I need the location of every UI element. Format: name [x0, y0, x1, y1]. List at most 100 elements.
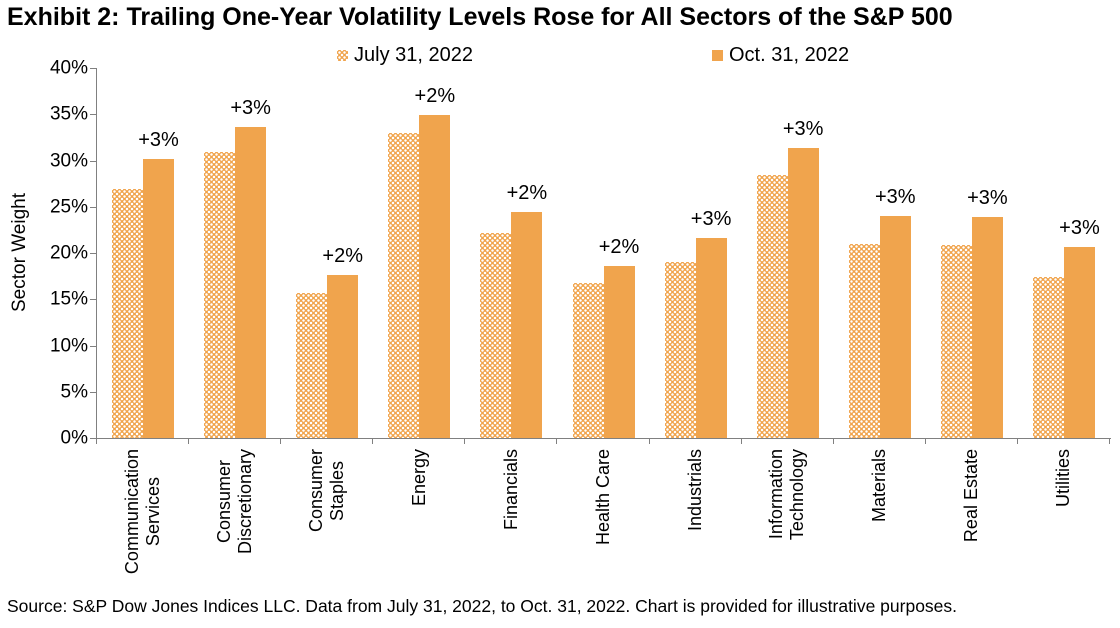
y-axis-line	[96, 68, 97, 439]
x-label-line: Communication	[121, 449, 142, 575]
y-tick-mark	[90, 391, 96, 393]
y-tick-label: 35%	[49, 103, 88, 125]
change-label-energy: +2%	[414, 85, 456, 108]
change-label-materials: +3%	[874, 186, 916, 208]
x-label-real-estate: Real Estate	[961, 449, 982, 542]
x-label-line: Discretionary	[235, 449, 256, 555]
legend-entry-july: July 31, 2022	[337, 44, 473, 67]
x-tick-mark	[832, 438, 834, 444]
bar-oct-utilities	[1063, 247, 1095, 438]
bar-oct-industrials	[695, 238, 727, 438]
legend-label-july: July 31, 2022	[354, 44, 473, 66]
change-label-health-care: +2%	[598, 235, 640, 258]
x-tick-mark	[280, 438, 282, 444]
x-label-materials: Materials	[869, 449, 890, 522]
bar-oct-energy	[419, 115, 451, 438]
legend-swatch-dotted-icon	[337, 50, 348, 61]
bar-july-consumer-discretionary	[204, 152, 236, 438]
x-tick-mark	[924, 438, 926, 444]
x-label-line: Information	[766, 449, 787, 540]
x-label-slot-utilities: Utilities	[1018, 449, 1110, 625]
x-label-line: Technology	[787, 449, 808, 541]
x-label-line: Consumer	[213, 460, 234, 544]
change-label-industrials: +3%	[690, 208, 732, 231]
bar-july-industrials	[664, 262, 696, 438]
bar-oct-consumer-staples	[327, 275, 359, 438]
change-label-communication-services: +3%	[138, 128, 179, 151]
bar-july-financials	[480, 232, 512, 438]
y-tick-mark	[90, 68, 96, 69]
y-tick-label: 40%	[49, 57, 88, 79]
y-tick-mark	[90, 299, 96, 301]
y-tick-mark	[90, 206, 96, 208]
y-axis-title: Sector Weight	[9, 193, 30, 313]
bar-july-utilities	[1032, 277, 1064, 438]
y-tick-mark	[90, 160, 96, 162]
x-label-consumer-discretionary: Consumer Discretionary	[214, 449, 256, 554]
x-label-information-technology: Information Technology	[766, 449, 808, 540]
y-tick-label: 30%	[49, 150, 88, 171]
change-label-financials: +2%	[506, 182, 548, 205]
bar-oct-real-estate	[971, 216, 1003, 438]
x-label-financials: Financials	[501, 449, 522, 530]
x-label-line: Health Care	[592, 449, 613, 546]
change-label-utilities: +3%	[1059, 217, 1100, 240]
y-tick-mark	[90, 253, 96, 254]
bar-july-information-technology	[756, 175, 788, 438]
x-tick-mark	[648, 438, 650, 444]
bar-july-energy	[388, 132, 420, 438]
y-tick-label: 5%	[60, 381, 88, 403]
x-label-line: Consumer	[305, 449, 326, 533]
bar-july-health-care	[572, 282, 604, 438]
change-label-information-technology: +3%	[782, 117, 824, 140]
x-label-industrials: Industrials	[685, 449, 706, 531]
y-tick-label: 25%	[49, 196, 88, 218]
chart-title: Exhibit 2: Trailing One-Year Volatility …	[7, 3, 953, 31]
y-tick-label: 0%	[60, 427, 88, 449]
x-label-line: Energy	[408, 449, 429, 507]
x-axis-line	[96, 438, 1111, 439]
source-note: Source: S&P Dow Jones Indices LLC. Data …	[7, 596, 958, 616]
bar-july-materials	[848, 243, 880, 438]
y-tick-label: 10%	[49, 335, 88, 356]
x-tick-mark	[464, 438, 466, 444]
change-label-real-estate: +3%	[967, 186, 1008, 209]
x-label-line: Industrials	[684, 449, 705, 532]
y-tick-label: 15%	[49, 288, 88, 310]
bar-oct-information-technology	[787, 147, 819, 438]
bar-oct-financials	[511, 212, 543, 438]
x-label-line: Staples	[327, 460, 348, 521]
bar-oct-consumer-discretionary	[235, 127, 267, 438]
legend-swatch-solid-icon	[712, 50, 723, 61]
bar-july-consumer-staples	[296, 292, 328, 438]
x-label-communication-services: Communication Services	[122, 449, 164, 574]
bar-july-real-estate	[940, 244, 972, 438]
legend-label-oct: Oct. 31, 2022	[729, 44, 850, 66]
bar-oct-health-care	[603, 265, 635, 438]
x-label-line: Materials	[869, 449, 890, 523]
x-label-line: Financials	[500, 449, 521, 531]
y-tick-mark	[90, 114, 96, 116]
x-tick-mark	[556, 438, 558, 444]
x-label-consumer-staples: Consumer Staples	[306, 449, 348, 532]
x-tick-mark	[740, 438, 742, 444]
change-label-consumer-discretionary: +3%	[230, 97, 271, 120]
y-tick-mark	[90, 345, 96, 347]
bar-oct-communication-services	[143, 158, 175, 438]
x-tick-mark	[1109, 438, 1110, 444]
x-label-line: Services	[143, 477, 164, 547]
x-label-health-care: Health Care	[593, 449, 614, 545]
x-tick-mark	[372, 438, 374, 444]
x-tick-mark	[1016, 438, 1018, 444]
x-tick-mark	[96, 438, 97, 444]
change-label-consumer-staples: +2%	[322, 245, 364, 268]
x-label-energy: Energy	[409, 449, 430, 506]
y-tick-mark	[90, 438, 96, 439]
x-label-line: Real Estate	[961, 449, 982, 543]
x-label-line: Utilities	[1053, 449, 1074, 508]
x-tick-mark	[188, 438, 190, 444]
legend-entry-oct: Oct. 31, 2022	[712, 44, 849, 67]
bar-oct-materials	[879, 216, 911, 438]
y-tick-label: 20%	[49, 242, 88, 264]
